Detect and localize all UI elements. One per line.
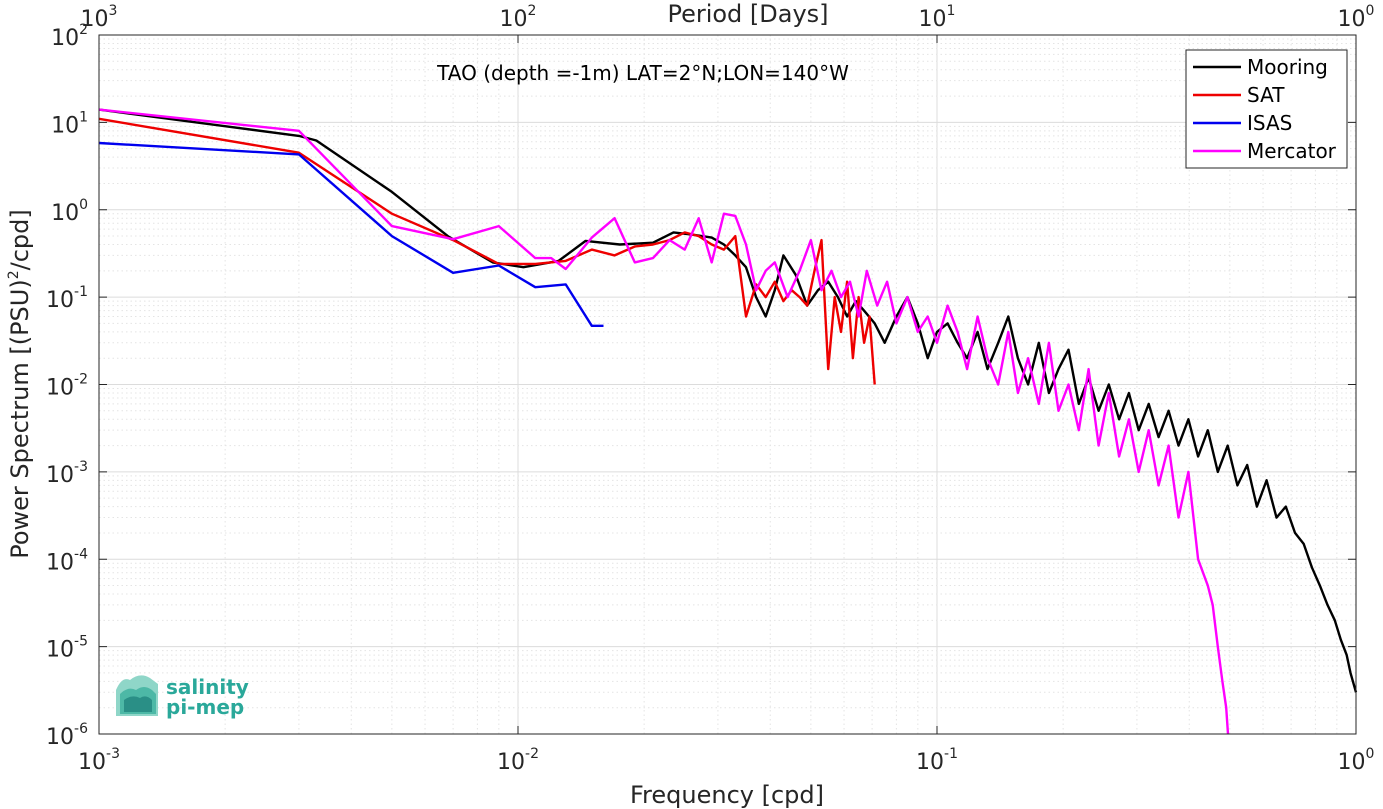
y-tick-label-exp: 1 — [79, 109, 88, 125]
logo-wave-front — [124, 696, 152, 712]
y-tick-label: 10-2 — [46, 372, 88, 401]
series-line-sat — [98, 117, 876, 385]
chart-annotation: TAO (depth =-1m) LAT=2°N;LON=140°W — [436, 61, 849, 85]
y-tick-label-base: 10 — [46, 725, 74, 750]
y-axis-label-sup: 2 — [6, 270, 22, 279]
top-tick-label: 102 — [500, 3, 537, 32]
y-tick-label-base: 10 — [51, 201, 79, 226]
top-tick-label-exp: 2 — [528, 3, 537, 19]
top-tick-label: 103 — [81, 3, 118, 32]
y-tick-label-base: 10 — [46, 550, 74, 575]
x-tick-label-base: 10 — [78, 750, 106, 775]
x-tick-label-exp: -2 — [525, 746, 539, 762]
x-tick-label-base: 10 — [916, 750, 944, 775]
series-lines — [98, 108, 1358, 735]
top-tick-label-base: 10 — [919, 7, 947, 32]
y-tick-label: 10-4 — [46, 546, 88, 575]
top-tick-label-base: 10 — [1338, 7, 1366, 32]
y-tick-label: 10-3 — [46, 459, 88, 488]
x-tick-label: 100 — [1338, 746, 1375, 775]
logo-text-line2: pi-mep — [166, 695, 244, 719]
legend: Mooring SAT ISAS Mercator — [1185, 49, 1348, 169]
top-tick-label-base: 10 — [500, 7, 528, 32]
legend-label-isas: ISAS — [1247, 111, 1292, 135]
y-tick-label-exp: -2 — [74, 372, 88, 388]
x-tick-label-base: 10 — [1338, 750, 1366, 775]
y-tick-label: 10-6 — [46, 721, 88, 750]
top-tick-label: 101 — [919, 3, 956, 32]
y-tick-label-exp: -5 — [74, 634, 88, 650]
series-line-isas — [98, 141, 604, 327]
y-tick-label-base: 10 — [46, 638, 74, 663]
y-tick-label-base: 10 — [46, 463, 74, 488]
top-tick-label-exp: 3 — [109, 3, 118, 19]
series-line-mooring — [98, 108, 1358, 693]
x-tick-label: 10-2 — [497, 746, 539, 775]
y-axis-label: Power Spectrum [(PSU)2/cpd] — [6, 209, 34, 559]
legend-box — [1185, 49, 1348, 169]
legend-label-sat: SAT — [1247, 83, 1285, 107]
y-tick-label-exp: -6 — [74, 721, 88, 737]
series-line-mercator — [98, 108, 1230, 735]
x-axis-label: Frequency [cpd] — [630, 781, 824, 809]
y-tick-label-base: 10 — [46, 376, 74, 401]
y-tick-label-base: 10 — [46, 288, 74, 313]
x-tick-label-exp: -3 — [106, 746, 120, 762]
x-tick-label-exp: -1 — [944, 746, 958, 762]
legend-label-mooring: Mooring — [1247, 55, 1328, 79]
y-tick-label: 101 — [51, 109, 88, 138]
grid — [99, 35, 1356, 734]
y-tick-label-exp: -4 — [74, 546, 88, 562]
y-tick-label-exp: 2 — [79, 22, 88, 38]
x-tick-label-base: 10 — [497, 750, 525, 775]
legend-label-mercator: Mercator — [1247, 139, 1337, 163]
y-tick-label: 10-5 — [46, 634, 88, 663]
logo-text-line1: salinity — [166, 675, 249, 699]
top-tick-label-base: 10 — [81, 7, 109, 32]
y-tick-label-exp: -3 — [74, 459, 88, 475]
top-tick-label-exp: 1 — [947, 3, 956, 19]
y-tick-label: 10-1 — [46, 284, 88, 313]
y-tick-label-base: 10 — [51, 113, 79, 138]
y-tick-label-base: 10 — [51, 26, 79, 51]
y-tick-label-exp: 0 — [79, 197, 88, 213]
x-tick-label: 10-1 — [916, 746, 958, 775]
x-tick-label-exp: 0 — [1366, 746, 1375, 762]
top-tick-label-exp: 0 — [1366, 3, 1375, 19]
y-axis-label-tail: /cpd] — [6, 209, 34, 270]
y-tick-label: 100 — [51, 197, 88, 226]
salinity-pimep-logo: salinity pi-mep — [116, 675, 249, 719]
y-tick-label-exp: -1 — [74, 284, 88, 300]
top-axis-label: Period [Days] — [667, 0, 828, 28]
y-tick-label: 102 — [51, 22, 88, 51]
x-tick-label: 10-3 — [78, 746, 120, 775]
top-tick-label: 100 — [1338, 3, 1375, 32]
y-axis-label-main: Power Spectrum [(PSU) — [6, 279, 34, 558]
